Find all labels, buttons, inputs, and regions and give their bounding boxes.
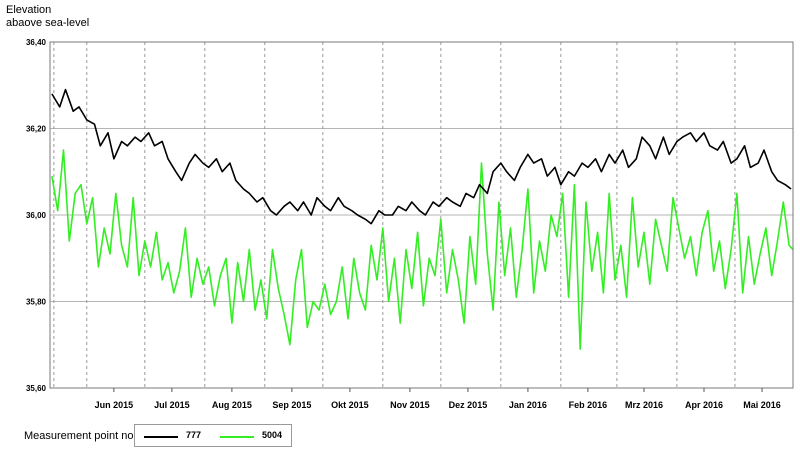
x-tick-label: Okt 2015 <box>331 400 369 410</box>
y-axis-label: Elevation abaove sea-level <box>6 4 89 30</box>
x-tick-label: Nov 2015 <box>390 400 430 410</box>
legend-title: Measurement point no. <box>24 430 137 442</box>
y-axis-label-line-1: Elevation <box>6 4 52 16</box>
y-tick-label: 36,20 <box>26 125 47 134</box>
series-group <box>51 88 794 350</box>
axis <box>49 41 794 392</box>
x-tick-label: Jun 2015 <box>95 400 134 410</box>
y-tick-label: 35,60 <box>26 384 47 393</box>
y-axis-label-line-2: abaove sea-level <box>6 17 90 29</box>
plot-frame <box>49 41 794 389</box>
x-tick-label: Aug 2015 <box>212 400 252 410</box>
x-tick-label: Apr 2016 <box>685 400 723 410</box>
series-line-777 <box>51 88 792 225</box>
x-tick-label: Dez 2015 <box>449 400 488 410</box>
legend-label-5004: 5004 <box>262 430 283 440</box>
y-tick-label: 36,00 <box>26 211 47 220</box>
series-line-5004 <box>51 149 794 350</box>
x-tick-label: Sep 2015 <box>272 400 311 410</box>
x-tick-label: Feb 2016 <box>569 400 608 410</box>
legend-swatch-5004 <box>220 436 254 438</box>
x-tick-label: Mrz 2016 <box>625 400 663 410</box>
y-tick-label: 35,80 <box>26 298 47 307</box>
y-tick-label: 36,40 <box>26 38 47 47</box>
x-tick-label: Mai 2016 <box>743 400 781 410</box>
grid <box>50 42 793 388</box>
x-tick-label: Jul 2015 <box>154 400 190 410</box>
legend-label-777: 777 <box>186 430 202 440</box>
legend-swatch-777 <box>144 436 178 438</box>
y-tick-labels: 36,40 36,20 36,00 35,80 35,60 <box>26 38 47 393</box>
x-tick-label: Jan 2016 <box>509 400 547 410</box>
legend <box>134 424 292 447</box>
x-tick-labels: Jun 2015 Jul 2015 Aug 2015 Sep 2015 Okt 2015… <box>95 400 781 410</box>
